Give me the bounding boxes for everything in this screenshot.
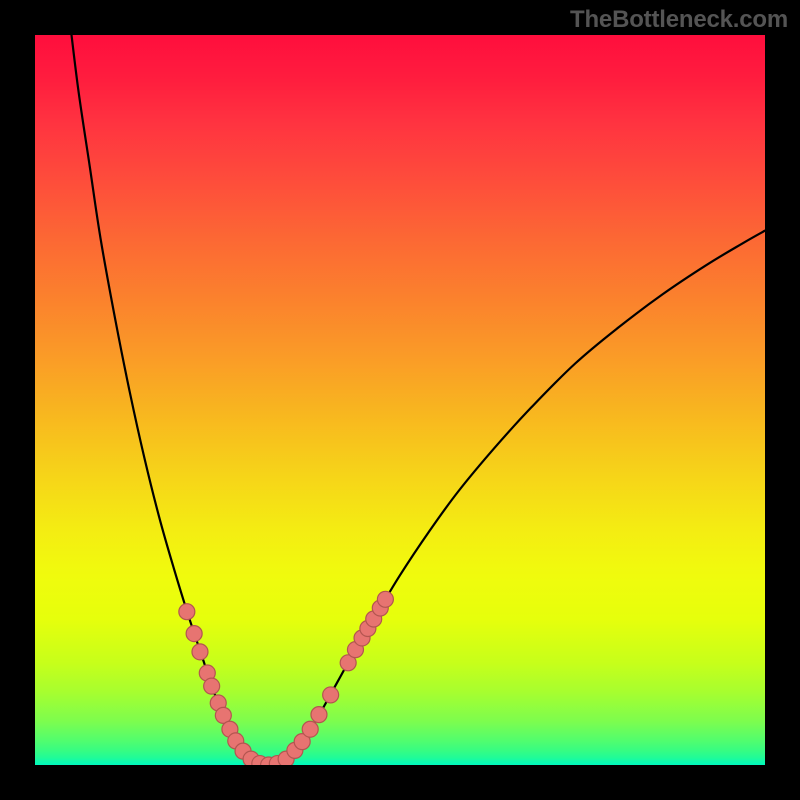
data-marker (311, 707, 327, 723)
plot-area (35, 35, 765, 765)
data-marker (179, 604, 195, 620)
data-marker (228, 733, 244, 749)
data-marker (340, 655, 356, 671)
data-marker (360, 620, 376, 636)
data-marker (192, 644, 208, 660)
data-marker (210, 695, 226, 711)
data-marker (199, 665, 215, 681)
data-marker (243, 751, 259, 765)
data-marker (261, 757, 277, 765)
data-marker (186, 626, 202, 642)
data-marker (204, 678, 220, 694)
data-marker (354, 630, 370, 646)
bottleneck-curve (72, 35, 766, 765)
plot-svg (35, 35, 765, 765)
data-marker (347, 642, 363, 658)
data-marker (302, 721, 318, 737)
data-marker (366, 611, 382, 627)
data-marker (222, 721, 238, 737)
data-markers (179, 591, 394, 765)
data-marker (269, 756, 285, 765)
watermark-text: TheBottleneck.com (570, 6, 788, 34)
data-marker (278, 751, 294, 765)
data-marker (323, 687, 339, 703)
data-marker (294, 734, 310, 750)
gradient-background (35, 35, 765, 765)
chart-container: TheBottleneck.com (0, 0, 800, 800)
data-marker (235, 743, 251, 759)
data-marker (287, 742, 303, 758)
data-marker (215, 707, 231, 723)
data-marker (252, 756, 268, 765)
data-marker (377, 591, 393, 607)
data-marker (372, 600, 388, 616)
